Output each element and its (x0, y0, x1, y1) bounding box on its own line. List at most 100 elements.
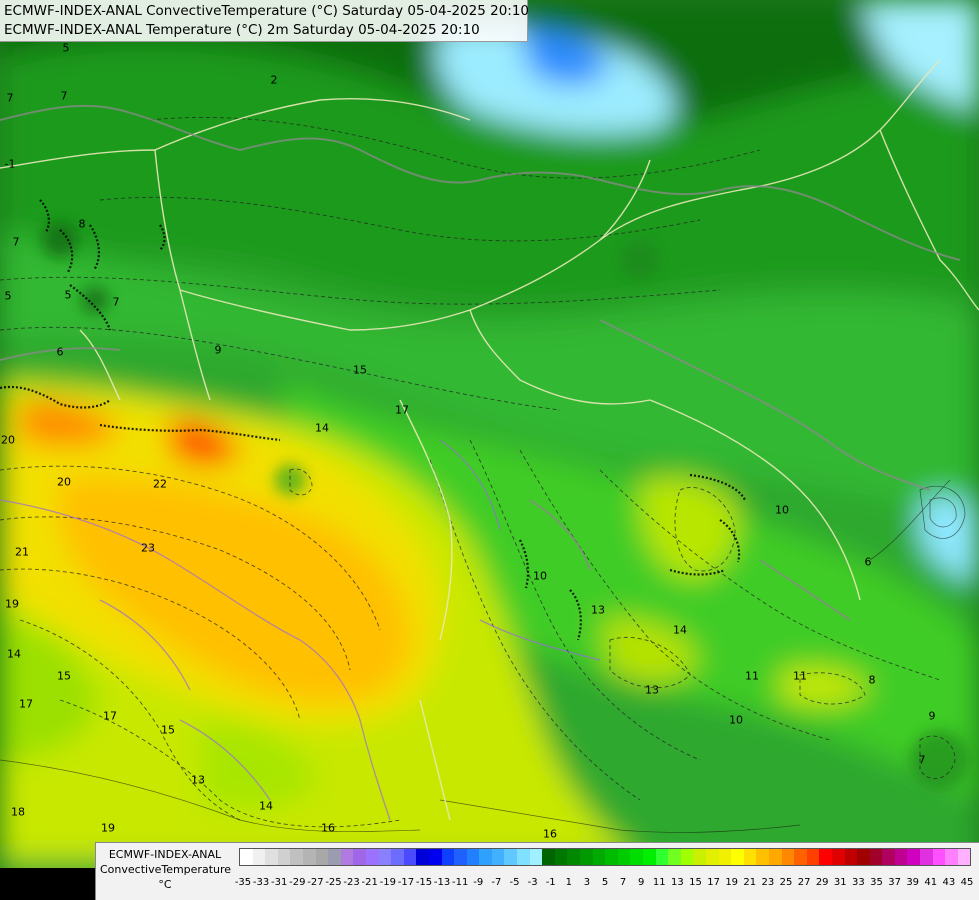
legend-swatch (504, 849, 518, 865)
isotherm-label: 14 (673, 623, 687, 637)
legend-tick: 9 (638, 877, 645, 888)
legend-tick: 7 (619, 877, 627, 888)
legend-tick: -27 (307, 877, 324, 888)
legend-swatch (731, 849, 744, 865)
legend-swatch (290, 849, 303, 865)
solid-isolines (0, 479, 966, 833)
legend-label: ECMWF-INDEX-ANAL ConvectiveTemperature °… (100, 847, 232, 892)
legend-tick: -13 (433, 877, 451, 888)
legend-swatch (277, 849, 291, 865)
legend-swatch (806, 849, 820, 865)
isotherm-label: 17 (395, 403, 409, 417)
isotherm-label: 6 (56, 345, 64, 359)
legend-swatch (517, 849, 530, 865)
isotherm-label: 7 (918, 753, 926, 767)
legend-swatch (605, 849, 618, 865)
legend-tick: -31 (271, 877, 288, 888)
isotherm-label: 8 (868, 673, 876, 687)
legend-source: ECMWF-INDEX-ANAL (108, 848, 222, 861)
legend-tick: -1 (545, 877, 556, 888)
legend-tick: -19 (379, 877, 396, 888)
legend-swatch (403, 849, 417, 865)
legend-tick: -33 (252, 877, 270, 888)
isotherm-label: -1 (4, 157, 16, 171)
isotherm-label: 22 (153, 477, 167, 491)
legend-swatch (630, 849, 643, 865)
legend-tick: -17 (397, 877, 415, 888)
legend-swatch (882, 849, 895, 865)
map-title-box: ECMWF-INDEX-ANAL ConvectiveTemperature (… (0, 0, 529, 42)
legend-tick: 33 (852, 877, 865, 888)
isotherm-label: 16 (543, 827, 557, 841)
legend-swatch (794, 849, 807, 865)
legend-variable: ConvectiveTemperature (100, 863, 232, 876)
grey-isolines (0, 104, 961, 621)
isotherm-label: 15 (161, 723, 175, 737)
legend-swatch (668, 849, 681, 865)
legend-swatch (643, 849, 656, 865)
legend-swatch (529, 849, 543, 865)
legend-tick: 3 (583, 877, 591, 888)
legend-swatch (466, 849, 480, 865)
legend-swatch (693, 849, 706, 865)
legend-swatch (819, 849, 832, 865)
legend-tick: 31 (833, 877, 847, 888)
isotherm-label: 9 (214, 343, 222, 357)
legend-tick: -11 (452, 877, 469, 888)
legend-tick: 5 (601, 877, 609, 888)
isotherm-label: 8 (78, 217, 86, 231)
legend-swatch (945, 849, 958, 865)
legend-swatch (617, 849, 631, 865)
isotherm-label: 5 (62, 41, 70, 55)
legend-tick: -21 (361, 877, 378, 888)
legend-tick: 15 (689, 877, 702, 888)
legend-tick-labels: -35 -33 -31 -29 -27 -25 -23 -21 -19 -17 -15 -13 -11-… (235, 877, 974, 891)
legend-tick: -35 (234, 877, 252, 888)
legend-tick: 39 (906, 877, 920, 888)
legend-swatch (491, 849, 505, 865)
isotherm-label: 17 (103, 709, 117, 723)
legend-tick: -29 (289, 877, 306, 888)
legend-unit: °C (158, 878, 172, 891)
color-legend: ECMWF-INDEX-ANAL ConvectiveTemperature °… (95, 842, 979, 900)
legend-swatch (743, 849, 757, 865)
legend-swatch (869, 849, 883, 865)
legend-swatch (365, 849, 379, 865)
legend-swatch (252, 849, 266, 865)
legend-swatch (781, 849, 795, 865)
isotherm-label: 5 (64, 288, 72, 302)
legend-swatch (265, 849, 278, 865)
legend-swatch (907, 849, 921, 865)
isotherm-label: 18 (11, 805, 25, 819)
legend-tick: -3 (527, 877, 538, 888)
legend-swatch (844, 849, 858, 865)
legend-swatch (680, 849, 694, 865)
isotherm-label: 13 (591, 603, 605, 617)
isotherm-label: 23 (141, 541, 155, 555)
isotherm-label: 10 (729, 713, 743, 727)
legend-swatch (328, 849, 341, 865)
legend-tick: 37 (888, 877, 901, 888)
legend-swatch (479, 849, 492, 865)
isotherm-label: 14 (315, 421, 329, 435)
fine-detail (42, 222, 970, 790)
isotherm-label: 16 (321, 821, 335, 835)
legend-swatch (454, 849, 467, 865)
legend-swatch (756, 849, 769, 865)
legend-swatch (240, 849, 253, 865)
isotherm-label: 7 (6, 91, 14, 105)
legend-swatch (416, 849, 429, 865)
title-temperature-2m: ECMWF-INDEX-ANAL Temperature (°C) 2m Sat… (4, 22, 480, 38)
isotherm-label: 20 (1, 433, 15, 447)
isotherm-label: 10 (775, 503, 789, 517)
legend-tick: 29 (815, 877, 829, 888)
border-lines (0, 59, 979, 821)
legend-tick: 41 (924, 877, 938, 888)
legend-swatch (718, 849, 732, 865)
legend-swatch (857, 849, 870, 865)
legend-tick: 19 (725, 877, 739, 888)
legend-swatch (932, 849, 946, 865)
legend-swatch (894, 849, 908, 865)
legend-tick: -15 (415, 877, 433, 888)
